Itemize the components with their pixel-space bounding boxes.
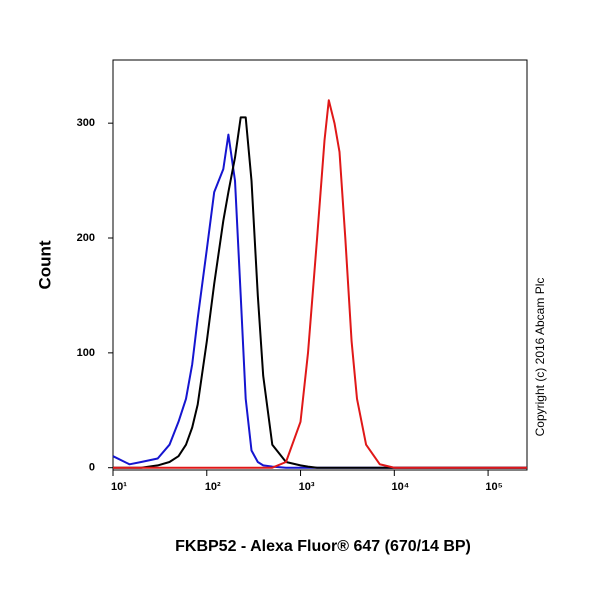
y-tick-label: 300 bbox=[77, 117, 95, 129]
x-tick-label: 10³ bbox=[299, 481, 315, 493]
histogram-line bbox=[113, 116, 527, 469]
y-tick-label: 0 bbox=[89, 462, 95, 474]
x-tick-label: 10⁴ bbox=[391, 481, 409, 493]
histogram-line bbox=[113, 99, 527, 469]
x-tick-label: 10² bbox=[205, 481, 221, 493]
y-axis-label: Count bbox=[35, 240, 54, 289]
plot-frame bbox=[112, 59, 528, 471]
x-axis-label: FKBP52 - Alexa Fluor® 647 (670/14 BP) bbox=[175, 538, 471, 555]
histogram-line bbox=[112, 133, 527, 469]
y-tick-label: 100 bbox=[77, 347, 95, 359]
x-tick-label: 10¹ bbox=[111, 481, 127, 493]
y-tick-label: 200 bbox=[77, 232, 95, 244]
x-tick-label: 10⁵ bbox=[485, 481, 502, 493]
copyright: Copyright (c) 2016 Abcam Plc bbox=[533, 278, 547, 437]
